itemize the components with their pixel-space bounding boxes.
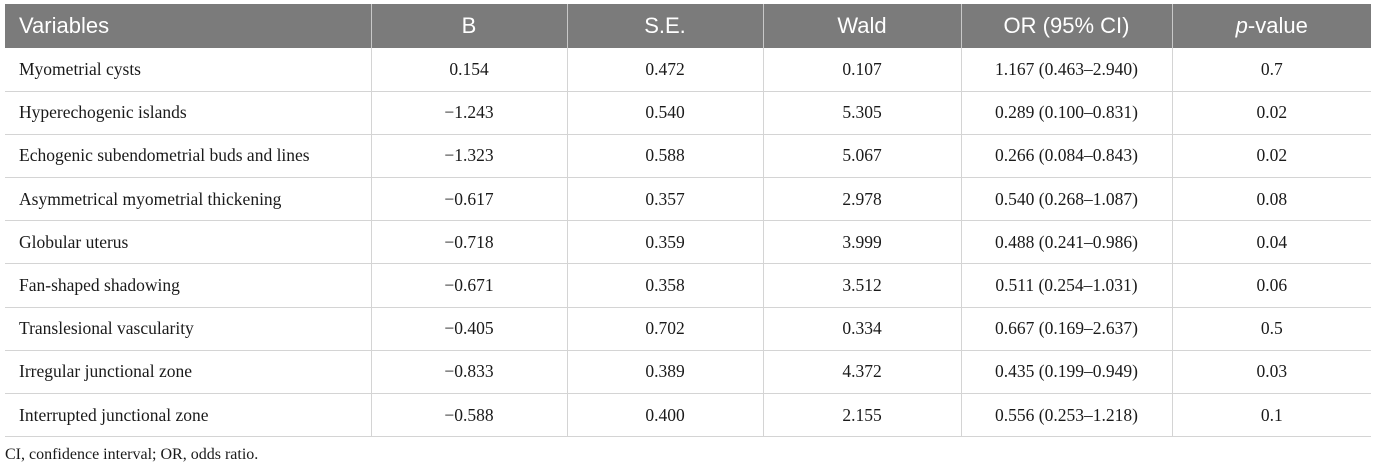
- table-row: Interrupted junctional zone −0.588 0.400 2.…: [5, 393, 1371, 438]
- cell-or: 0.488 (0.241–0.986): [960, 220, 1172, 265]
- cell-se: 0.358: [566, 263, 763, 308]
- header-se: S.E.: [566, 4, 763, 48]
- cell-wald: 5.305: [762, 91, 961, 135]
- table-row: Irregular junctional zone −0.833 0.389 4.37…: [5, 350, 1371, 395]
- cell-p: 0.03: [1171, 350, 1371, 395]
- cell-b: −0.588: [370, 393, 567, 438]
- cell-variable: Interrupted junctional zone: [5, 393, 371, 438]
- cell-se: 0.702: [566, 307, 763, 351]
- cell-or: 0.556 (0.253–1.218): [960, 393, 1172, 438]
- cell-variable: Globular uterus: [5, 220, 371, 265]
- cell-se: 0.389: [566, 350, 763, 395]
- cell-b: −0.718: [370, 220, 567, 265]
- cell-or: 0.667 (0.169–2.637): [960, 307, 1172, 351]
- cell-b: −0.671: [370, 263, 567, 308]
- cell-wald: 3.999: [762, 220, 961, 265]
- table-row: Globular uterus −0.718 0.359 3.999 0.488 (0.…: [5, 220, 1371, 265]
- cell-b: −1.243: [370, 91, 567, 135]
- cell-or: 0.266 (0.084–0.843): [960, 134, 1172, 179]
- cell-wald: 5.067: [762, 134, 961, 179]
- cell-variable: Translesional vascularity: [5, 307, 371, 351]
- table-footnote: CI, confidence interval; OR, odds ratio.: [5, 446, 259, 463]
- table-row: Hyperechogenic islands −1.243 0.540 5.305 0.…: [5, 91, 1371, 135]
- cell-b: −0.617: [370, 177, 567, 222]
- cell-p: 0.06: [1171, 263, 1371, 308]
- cell-wald: 4.372: [762, 350, 961, 395]
- cell-or: 0.435 (0.199–0.949): [960, 350, 1172, 395]
- cell-se: 0.588: [566, 134, 763, 179]
- cell-p: 0.1: [1171, 393, 1371, 438]
- cell-b: 0.154: [370, 48, 567, 92]
- cell-variable: Myometrial cysts: [5, 48, 371, 92]
- table-row: Echogenic subendometrial buds and lines −…: [5, 134, 1371, 179]
- cell-p: 0.08: [1171, 177, 1371, 222]
- cell-se: 0.472: [566, 48, 763, 92]
- cell-or: 0.540 (0.268–1.087): [960, 177, 1172, 222]
- table-body: Myometrial cysts 0.154 0.472 0.107 1.167 (0.…: [5, 48, 1371, 438]
- cell-se: 0.357: [566, 177, 763, 222]
- cell-p: 0.04: [1171, 220, 1371, 265]
- cell-wald: 0.107: [762, 48, 961, 92]
- header-p-rest: -value: [1247, 13, 1308, 38]
- cell-wald: 0.334: [762, 307, 961, 351]
- cell-or: 0.289 (0.100–0.831): [960, 91, 1172, 135]
- table-row: Translesional vascularity −0.405 0.702 0.33…: [5, 307, 1371, 351]
- table-row: Asymmetrical myometrial thickening −0.617…: [5, 177, 1371, 222]
- cell-b: −0.405: [370, 307, 567, 351]
- header-p-italic: p: [1235, 13, 1248, 38]
- cell-wald: 2.155: [762, 393, 961, 438]
- cell-b: −1.323: [370, 134, 567, 179]
- cell-se: 0.359: [566, 220, 763, 265]
- table-row: Fan-shaped shadowing −0.671 0.358 3.512 0.51…: [5, 263, 1371, 308]
- cell-p: 0.02: [1171, 91, 1371, 135]
- header-wald: Wald: [762, 4, 961, 48]
- cell-se: 0.400: [566, 393, 763, 438]
- cell-variable: Fan-shaped shadowing: [5, 263, 371, 308]
- table-row: Myometrial cysts 0.154 0.472 0.107 1.167 (0.…: [5, 48, 1371, 92]
- cell-wald: 2.978: [762, 177, 961, 222]
- cell-variable: Irregular junctional zone: [5, 350, 371, 395]
- cell-variable: Hyperechogenic islands: [5, 91, 371, 135]
- cell-or: 0.511 (0.254–1.031): [960, 263, 1172, 308]
- header-p-value: p-value: [1171, 4, 1371, 48]
- cell-or: 1.167 (0.463–2.940): [960, 48, 1172, 92]
- cell-b: −0.833: [370, 350, 567, 395]
- header-variables: Variables: [19, 13, 110, 38]
- header-or: OR (95% CI): [960, 4, 1172, 48]
- regression-table: Variables B S.E. Wald OR (95% CI) p-valu…: [5, 4, 1371, 438]
- cell-variable: Echogenic subendometrial buds and lines: [5, 134, 371, 179]
- cell-wald: 3.512: [762, 263, 961, 308]
- cell-variable: Asymmetrical myometrial thickening: [5, 177, 371, 222]
- cell-p: 0.02: [1171, 134, 1371, 179]
- header-b: B: [370, 4, 567, 48]
- cell-se: 0.540: [566, 91, 763, 135]
- table-header-row: Variables B S.E. Wald OR (95% CI) p-valu…: [5, 4, 1371, 48]
- cell-p: 0.5: [1171, 307, 1371, 351]
- regression-table-container: Variables B S.E. Wald OR (95% CI) p-valu…: [5, 4, 1371, 438]
- cell-p: 0.7: [1171, 48, 1371, 92]
